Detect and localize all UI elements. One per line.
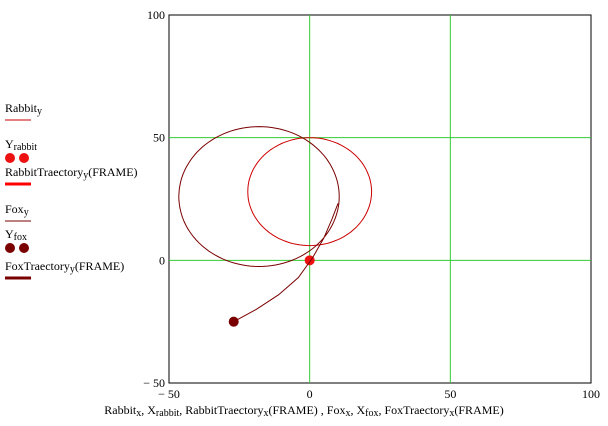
- legend-swatch-fox-traectory-y: [5, 276, 31, 280]
- fox-point: [228, 316, 239, 327]
- x-axis-label: Rabbitx, Xrabbit, RabbitTraectoryx(FRAME…: [104, 403, 504, 419]
- legend-swatch-y-rabbit: [5, 153, 29, 163]
- tick-labels: − 50 0 50 100 − 50 0 50 100: [143, 8, 600, 401]
- y-tick-label: 100: [147, 8, 165, 22]
- legend-label-fox-traectory-y: FoxTraectoryy(FRAME): [5, 259, 125, 275]
- x-tick-label: 50: [444, 387, 456, 401]
- legend-swatch-fox-y: [5, 220, 31, 222]
- x-tick-label: 100: [582, 387, 600, 401]
- legend-label-y-rabbit: Yrabbit: [5, 137, 37, 153]
- legend-label-y-fox: Yfox: [5, 227, 28, 243]
- plot-frame: [168, 14, 592, 384]
- legend-label-fox-y: Foxy: [5, 202, 29, 218]
- rabbit-trajectory-line: [247, 137, 373, 247]
- series-layer: [178, 126, 373, 327]
- y-tick-label: 50: [153, 131, 165, 145]
- legend-swatch-y-fox: [5, 243, 29, 253]
- legend-swatch-rabbit-traectory-y: [5, 182, 31, 186]
- grid-lines: [169, 15, 591, 383]
- legend-label-rabbit-traectory-y: RabbitTraectoryy(FRAME): [5, 165, 138, 181]
- legend-label-rabbit-y: Rabbity: [5, 101, 42, 117]
- y-tick-label: 0: [159, 253, 165, 267]
- legend-swatch-rabbit-y: [5, 119, 31, 121]
- x-tick-label: − 50: [158, 387, 180, 401]
- y-tick-label: − 50: [143, 376, 165, 390]
- x-tick-label: 0: [307, 387, 313, 401]
- fox-trajectory-line: [178, 126, 340, 323]
